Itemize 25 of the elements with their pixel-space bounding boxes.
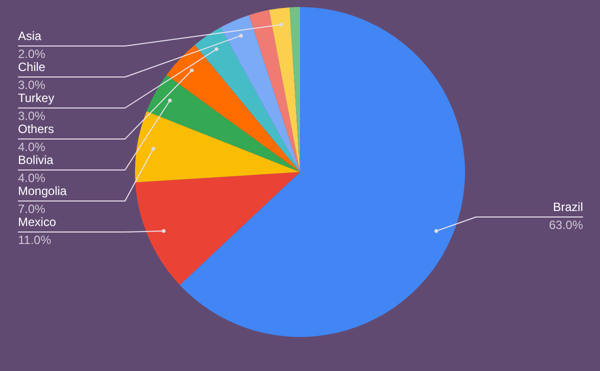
- data-label: 11.0%: [18, 233, 52, 247]
- slice-label: Turkey: [18, 91, 54, 105]
- data-label: 2.0%: [18, 47, 46, 61]
- pie-slice: [269, 7, 300, 172]
- data-label: 7.0%: [18, 202, 46, 216]
- slice-label: Bolivia: [18, 153, 54, 167]
- pie-slice: [146, 75, 300, 172]
- data-label: 4.0%: [18, 140, 46, 154]
- data-label: 3.0%: [18, 78, 46, 92]
- data-label: 63.0%: [548, 218, 584, 232]
- pie-slice: [166, 44, 300, 172]
- pie-slice: [135, 172, 300, 285]
- pie-slice: [180, 7, 465, 337]
- slice-label: Asia: [18, 29, 42, 43]
- slice-label: Chile: [18, 60, 46, 74]
- slice-label: Mexico: [18, 215, 56, 229]
- pie-slice: [135, 111, 300, 182]
- slice-label: Others: [18, 122, 54, 136]
- slice-label: Mongolia: [18, 184, 68, 198]
- pie-slice: [249, 10, 300, 172]
- slice-label: Brazil: [552, 200, 583, 214]
- pie-slice: [194, 27, 300, 172]
- data-label: 4.0%: [18, 171, 46, 185]
- pie-slice: [220, 15, 300, 172]
- data-label: 3.0%: [18, 109, 46, 123]
